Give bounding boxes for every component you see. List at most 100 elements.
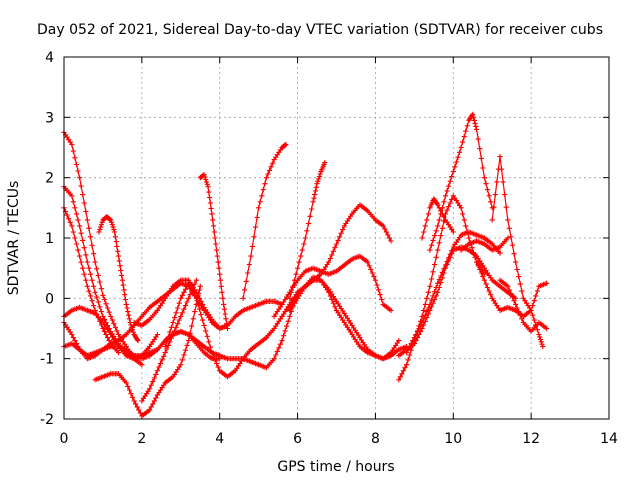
data-point — [371, 274, 377, 280]
data-point — [70, 199, 76, 205]
data-point — [333, 241, 340, 247]
data-point — [115, 248, 121, 254]
data-point — [287, 295, 293, 301]
data-point — [179, 357, 185, 363]
data-point — [544, 280, 550, 286]
data-point — [405, 347, 411, 353]
data-point — [480, 165, 486, 171]
x-axis-label: GPS time / hours — [277, 459, 394, 475]
data-point — [98, 222, 104, 228]
data-point — [72, 338, 78, 344]
series-line — [242, 144, 287, 299]
data-point — [139, 362, 145, 368]
data-point — [438, 280, 444, 286]
data-point — [418, 322, 424, 329]
data-point — [481, 175, 487, 181]
data-point — [221, 301, 227, 307]
data-point — [305, 220, 312, 227]
x-tick-label: 12 — [522, 431, 540, 447]
data-point — [313, 184, 319, 190]
data-point — [408, 347, 414, 353]
data-point — [266, 167, 273, 173]
data-point — [540, 344, 546, 350]
data-point — [471, 117, 477, 123]
data-point — [73, 341, 80, 347]
data-point — [80, 237, 86, 243]
data-point — [210, 217, 216, 223]
data-point — [189, 286, 195, 292]
data-point — [538, 339, 544, 345]
data-point — [497, 154, 503, 160]
data-point — [129, 394, 136, 400]
data-point — [438, 208, 444, 214]
data-point — [404, 350, 410, 356]
data-point — [176, 317, 182, 323]
data-point — [276, 345, 282, 351]
data-point — [316, 176, 322, 182]
data-point — [425, 211, 431, 217]
data-point — [514, 266, 520, 272]
data-point — [69, 193, 75, 199]
data-point — [112, 229, 118, 235]
data-point — [251, 234, 257, 240]
data-point — [69, 331, 75, 338]
data-point — [115, 253, 122, 259]
x-tick-label: 10 — [444, 431, 462, 447]
data-point — [170, 319, 176, 326]
data-point — [196, 287, 203, 293]
data-point — [190, 289, 196, 295]
data-point — [198, 298, 204, 304]
data-point — [285, 318, 291, 324]
data-point — [181, 352, 187, 358]
data-point — [148, 382, 154, 388]
data-point — [419, 319, 425, 326]
data-point — [114, 243, 120, 249]
data-point — [181, 306, 187, 312]
data-point — [337, 234, 343, 240]
data-point — [480, 274, 486, 280]
data-point — [375, 287, 382, 293]
data-point — [113, 239, 119, 245]
data-point — [446, 183, 452, 189]
data-point — [383, 229, 389, 235]
data-point — [407, 352, 413, 358]
data-point — [483, 181, 489, 187]
data-point — [205, 184, 211, 190]
data-point — [87, 293, 94, 299]
data-point — [222, 311, 228, 317]
data-point — [213, 241, 219, 247]
data-point — [477, 146, 483, 152]
data-point — [206, 339, 212, 345]
series-arc-9 — [131, 277, 285, 332]
data-point — [92, 289, 98, 295]
data-point — [130, 329, 136, 335]
data-point — [473, 123, 479, 129]
x-tick-label: 0 — [60, 431, 69, 447]
data-point — [430, 269, 436, 275]
data-point — [456, 149, 463, 155]
data-point — [400, 368, 407, 374]
data-point — [369, 270, 375, 276]
data-point — [506, 225, 512, 231]
data-point — [511, 298, 517, 304]
data-point — [207, 344, 213, 350]
data-point — [77, 175, 83, 181]
data-point — [509, 294, 516, 300]
data-point — [151, 398, 157, 404]
data-point — [444, 188, 450, 194]
data-point — [107, 216, 113, 222]
data-point — [151, 375, 157, 381]
data-point — [299, 247, 305, 253]
data-point — [281, 333, 287, 339]
data-point — [223, 316, 229, 322]
data-point — [118, 268, 124, 274]
data-point — [274, 348, 280, 354]
data-point — [67, 219, 73, 225]
data-point — [477, 266, 483, 272]
data-point — [133, 401, 139, 407]
data-point — [182, 347, 189, 353]
data-point — [254, 214, 260, 221]
data-point — [483, 281, 489, 287]
data-point — [240, 295, 246, 301]
